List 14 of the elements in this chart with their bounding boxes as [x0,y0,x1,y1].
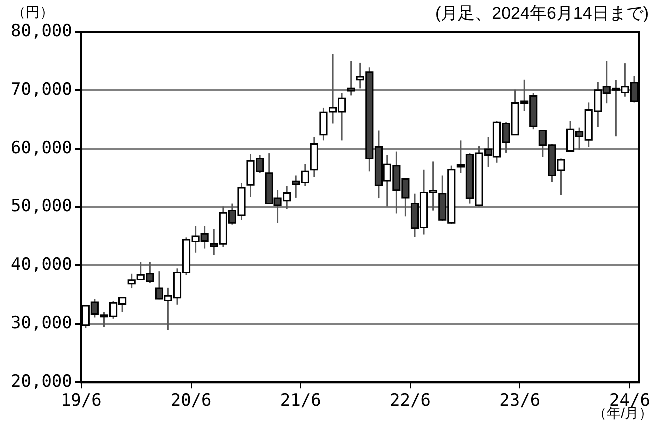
y-axis-title: （円） [12,4,54,22]
y-tick-label: 30,000 [10,314,72,334]
y-tick-label: 70,000 [10,80,72,100]
x-tick-label: 22/6 [390,391,431,412]
y-tick-label: 50,000 [10,196,72,217]
x-tick-label: 23/6 [500,391,541,412]
x-tick-label: 21/6 [280,391,322,412]
chart-title: (月足、2024年6月14日まで) [435,3,649,25]
y-tick-label: 80,000 [10,21,72,42]
x-tick-label: 20/6 [170,391,212,412]
x-tick-label: 19/6 [60,391,102,412]
y-tick-label: 20,000 [10,372,72,392]
y-tick-label: 60,000 [10,138,72,158]
y-tick-label: 40,000 [10,255,72,276]
